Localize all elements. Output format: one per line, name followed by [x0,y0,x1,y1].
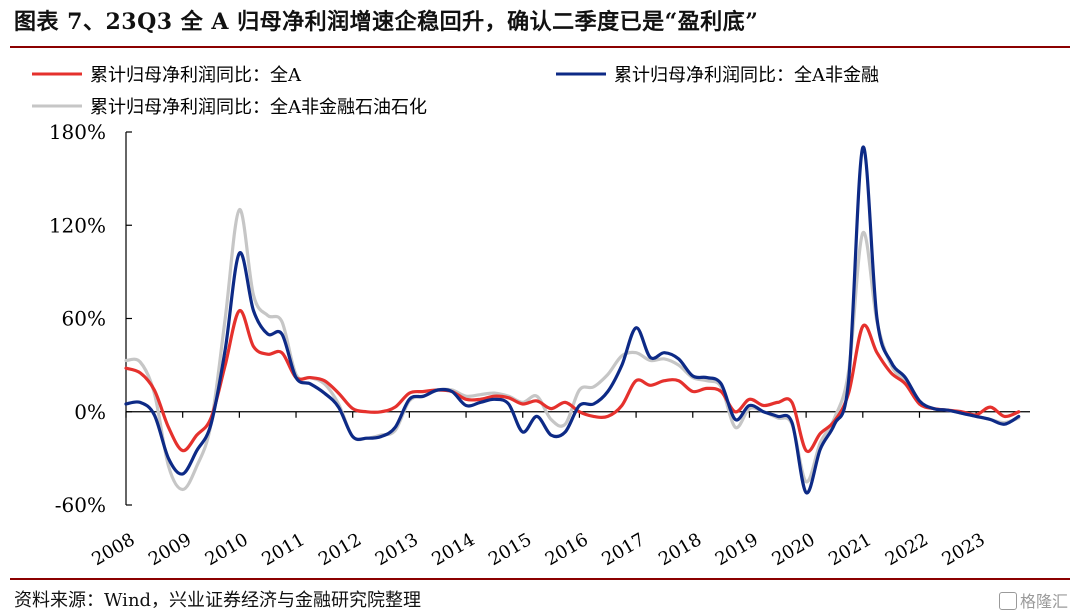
series-line-all-a [124,309,1021,454]
x-tick-label: 2013 [372,529,422,570]
legend-label-nonfinancial: 累计归母净利润同比：全A非金融 [614,65,879,86]
series-group [124,145,1021,495]
legend: 累计归母净利润同比：全A 累计归母净利润同比：全A非金融 累计归母净利润同比：全… [32,65,879,118]
top-rule [10,46,1070,48]
legend-label-all-a: 累计归母净利润同比：全A [90,65,302,86]
x-tick-label: 2011 [258,529,308,570]
chart-title: 图表 7、23Q3 全 A 归母净利润增速企稳回升，确认二季度已是“盈利底” [14,9,759,35]
x-tick-label: 2010 [202,529,252,570]
series-line-nonfinancial-ex-petro [124,208,1021,492]
x-tick-label: 2015 [485,529,535,570]
y-tick-label: 180% [49,120,106,144]
x-tick-label: 2018 [655,529,705,570]
y-tick-label: 0% [74,400,106,424]
watermark-text: 格隆汇 [1019,592,1068,611]
x-tick-label: 2016 [542,529,592,570]
x-tick-label: 2019 [712,529,762,570]
x-tick-label: 2009 [145,529,195,570]
x-tick-label: 2012 [315,529,365,570]
watermark-logo-icon [998,592,1017,610]
y-tick-label: -60% [55,493,106,517]
x-tick-label: 2020 [768,529,818,570]
y-tick-label: 60% [62,307,106,331]
series-line-nonfinancial [124,145,1021,495]
watermark: 格隆汇 [998,588,1068,612]
source-note: 资料来源：Wind，兴业证券经济与金融研究院整理 [14,590,422,611]
legend-label-nonfinancial-ex-petro: 累计归母净利润同比：全A非金融石油石化 [90,97,427,118]
x-tick-label: 2008 [88,529,138,570]
x-tick-label: 2023 [938,529,988,570]
bottom-rule [10,578,1070,580]
x-tick-label: 2017 [598,529,648,570]
x-tick-label: 2014 [428,529,478,570]
y-tick-label: 120% [49,213,106,237]
x-tick-label: 2021 [825,529,875,570]
x-tick-label: 2022 [882,529,932,570]
